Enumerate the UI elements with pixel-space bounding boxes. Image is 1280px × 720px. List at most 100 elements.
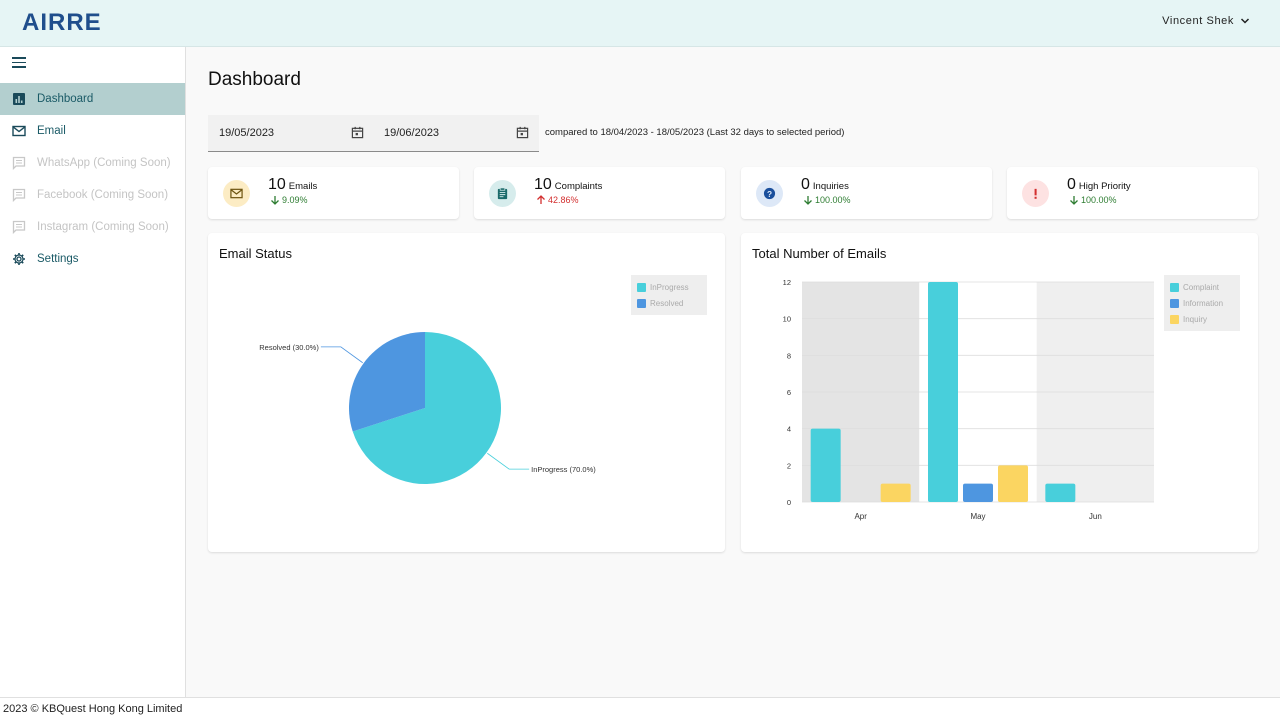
legend-item[interactable]: Inquiry <box>1170 311 1234 327</box>
stat-label: Complaints <box>554 181 603 192</box>
bar-chart-icon <box>12 92 26 106</box>
bar <box>880 483 911 502</box>
mail-icon <box>12 124 26 138</box>
app-logo[interactable]: AIRRE <box>22 9 102 36</box>
stat-value: 10 Emails <box>268 176 318 193</box>
arrow-up-icon <box>537 195 545 204</box>
sidebar-item-label: Email <box>37 125 66 137</box>
sidebar-item-label: WhatsApp (Coming Soon) <box>37 157 171 169</box>
stat-change: 100.00% <box>1069 195 1117 205</box>
stat-change: 9.09% <box>270 195 308 205</box>
svg-text:?: ? <box>767 189 772 199</box>
pie-data-label: InProgress (70.0%) <box>531 465 596 474</box>
bar-chart: 0 2 4 6 8 10 12 Apr May Jun <box>783 278 1154 521</box>
bar <box>998 465 1028 502</box>
comparison-note: compared to 18/04/2023 - 18/05/2023 (Las… <box>545 127 845 138</box>
chart-title: Total Number of Emails <box>752 246 887 261</box>
stat-change: 100.00% <box>803 195 851 205</box>
sidebar-item-email[interactable]: Email <box>0 115 185 147</box>
chart-legend: Complaint Information Inquiry <box>1164 275 1240 331</box>
pie-chart: InProgress (70.0%) Resolved (30.0%) <box>259 332 596 484</box>
x-tick-label: May <box>970 512 985 521</box>
legend-swatch <box>1170 314 1179 324</box>
mail-icon <box>223 180 250 207</box>
sidebar-item-whatsapp: WhatsApp (Coming Soon) <box>0 147 185 179</box>
user-menu[interactable]: Vincent Shek <box>1162 15 1250 27</box>
stat-card-inquiries: ? 0 Inquiries 100.00% <box>741 167 992 219</box>
clipboard-icon <box>489 180 516 207</box>
sidebar-item-dashboard[interactable]: Dashboard <box>0 83 185 115</box>
chat-icon <box>12 220 26 234</box>
arrow-down-icon <box>1070 196 1078 205</box>
sidebar-nav: Dashboard Email WhatsApp (Coming Soon) F… <box>0 83 185 275</box>
y-tick-label: 2 <box>787 461 791 470</box>
sidebar-item-instagram: Instagram (Coming Soon) <box>0 211 185 243</box>
footer: 2023 © KBQuest Hong Kong Limited <box>0 697 1280 720</box>
y-tick-label: 10 <box>783 315 791 324</box>
pie-label-line <box>320 346 363 364</box>
alert-icon <box>1022 180 1049 207</box>
chart-title: Email Status <box>219 246 292 261</box>
sidebar-item-label: Instagram (Coming Soon) <box>37 221 169 233</box>
legend-swatch <box>1170 298 1179 308</box>
total-emails-card: Total Number of Emails Complaint Informa… <box>741 233 1258 552</box>
legend-swatch <box>637 298 646 308</box>
arrow-down-icon <box>271 196 279 205</box>
sidebar-item-settings[interactable]: Settings <box>0 243 185 275</box>
menu-icon[interactable] <box>12 57 26 69</box>
y-tick-label: 12 <box>783 278 791 287</box>
bar <box>1045 483 1076 502</box>
pie-slice <box>349 332 425 432</box>
sidebar: Dashboard Email WhatsApp (Coming Soon) F… <box>0 47 186 697</box>
date-to-input[interactable]: 19/06/2023 <box>384 127 440 139</box>
sidebar-item-label: Dashboard <box>37 93 94 105</box>
pie-label-line <box>487 452 530 470</box>
page-title: Dashboard <box>208 69 301 90</box>
chart-legend: InProgress Resolved <box>631 275 707 315</box>
pie-data-label: Resolved (30.0%) <box>259 343 319 352</box>
y-tick-label: 0 <box>787 498 791 507</box>
email-status-card: Email Status InProgress Resolved InProgr… <box>208 233 725 552</box>
chat-icon <box>12 188 26 202</box>
chat-icon <box>12 156 26 170</box>
pie-slice <box>352 332 502 484</box>
stat-label: High Priority <box>1078 181 1131 192</box>
calendar-icon[interactable] <box>516 126 529 139</box>
sidebar-item-label: Facebook (Coming Soon) <box>37 189 169 201</box>
legend-item[interactable]: Resolved <box>637 295 701 311</box>
arrow-down-icon <box>804 196 812 205</box>
bar <box>810 428 841 502</box>
copyright-text: 2023 © KBQuest Hong Kong Limited <box>3 703 183 715</box>
gear-icon <box>12 252 26 266</box>
y-tick-label: 8 <box>787 351 791 360</box>
top-bar: AIRRE Vincent Shek <box>0 0 1280 47</box>
legend-item[interactable]: Information <box>1170 295 1234 311</box>
calendar-icon[interactable] <box>351 126 364 139</box>
stat-change: 42.86% <box>536 195 579 205</box>
stat-card-high-priority: 0 High Priority 100.00% <box>1007 167 1258 219</box>
stat-card-emails: 10 Emails 9.09% <box>208 167 459 219</box>
sidebar-item-label: Settings <box>37 253 79 265</box>
date-range-picker[interactable]: 19/05/2023 19/06/2023 <box>208 115 539 152</box>
help-icon: ? <box>756 180 783 207</box>
stat-value: 0 Inquiries <box>801 176 849 193</box>
y-tick-label: 6 <box>787 388 791 397</box>
legend-swatch <box>637 282 646 292</box>
legend-swatch <box>1170 282 1179 292</box>
x-tick-label: Apr <box>854 512 867 521</box>
sidebar-item-facebook: Facebook (Coming Soon) <box>0 179 185 211</box>
legend-item[interactable]: Complaint <box>1170 279 1234 295</box>
stat-label: Inquiries <box>812 181 849 192</box>
y-tick-label: 4 <box>787 425 791 434</box>
stat-label: Emails <box>288 181 318 192</box>
bar <box>928 282 958 502</box>
legend-item[interactable]: InProgress <box>637 279 701 295</box>
stat-value: 10 Complaints <box>534 176 603 193</box>
stat-value: 0 High Priority <box>1067 176 1131 193</box>
bar <box>963 483 993 502</box>
user-name: Vincent Shek <box>1162 15 1234 27</box>
stat-card-complaints: 10 Complaints 42.86% <box>474 167 725 219</box>
x-tick-label: Jun <box>1089 512 1102 521</box>
date-from-input[interactable]: 19/05/2023 <box>219 127 275 139</box>
chevron-down-icon <box>1240 18 1250 24</box>
